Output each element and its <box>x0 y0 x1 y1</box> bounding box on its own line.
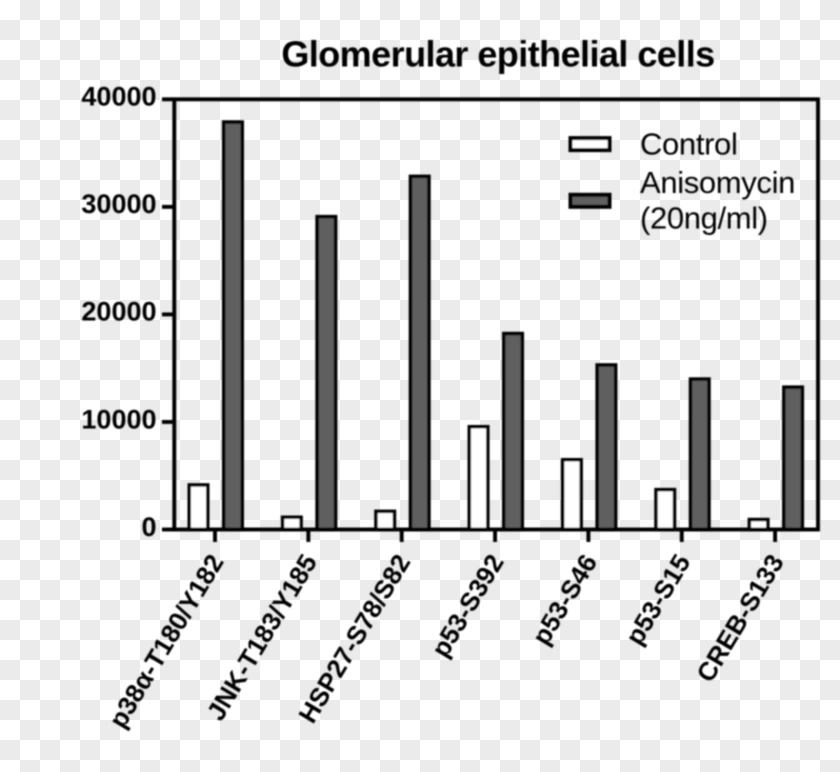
svg-text:(20ng/ml): (20ng/ml) <box>640 200 768 235</box>
svg-text:0: 0 <box>141 512 156 542</box>
svg-text:Glomerular epithelial cells: Glomerular epithelial cells <box>281 34 714 75</box>
svg-text:30000: 30000 <box>81 189 156 219</box>
svg-text:Anisomycin: Anisomycin <box>640 165 795 200</box>
svg-text:Control: Control <box>640 127 737 162</box>
svg-text:40000: 40000 <box>81 82 156 112</box>
svg-text:20000: 20000 <box>81 297 156 327</box>
svg-text:10000: 10000 <box>81 404 156 434</box>
